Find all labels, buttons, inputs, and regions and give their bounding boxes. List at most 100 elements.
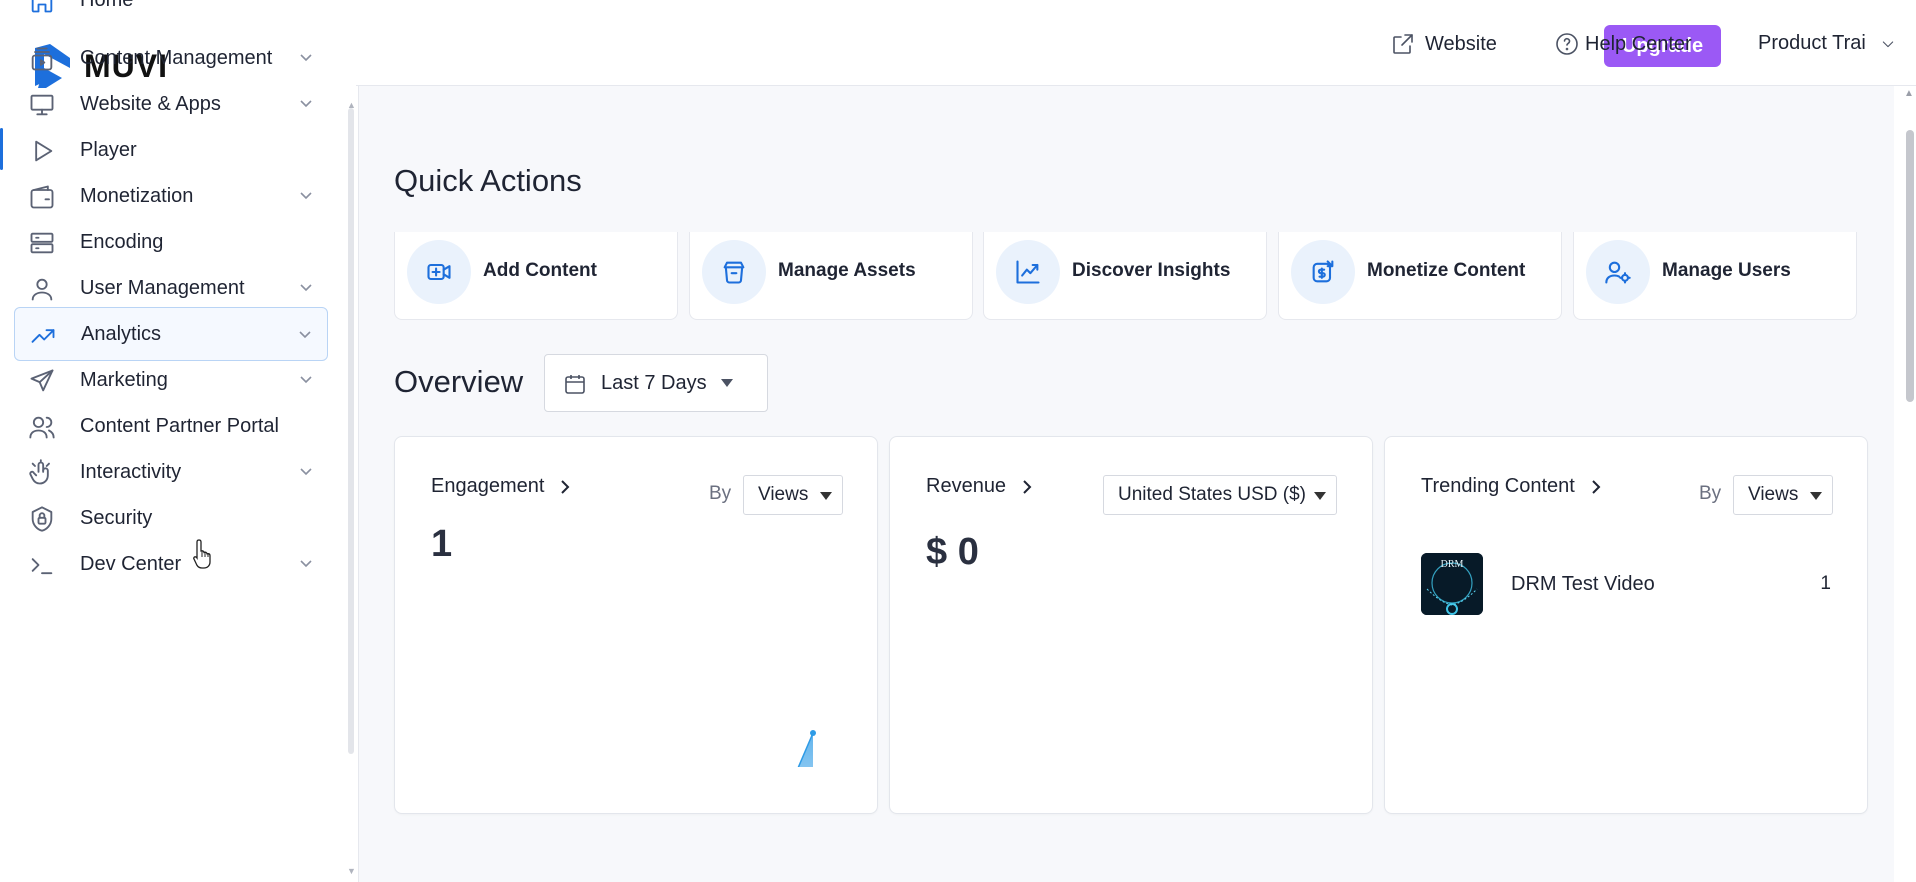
sidebar-item-user-management[interactable]: User Management: [14, 261, 328, 315]
sidebar-scrollbar[interactable]: [348, 108, 354, 754]
touch-icon: [28, 459, 56, 487]
caret-down-icon: [1810, 492, 1822, 500]
engagement-chart: [797, 730, 816, 767]
caret-down-icon: [820, 492, 832, 500]
sidebar-scroll-up[interactable]: ▲: [347, 100, 356, 110]
sidebar-divider: [358, 86, 359, 882]
main-scrollbar-thumb[interactable]: [1906, 130, 1914, 402]
sidebar-item-label: Security: [80, 506, 153, 529]
quick-actions-title: Quick Actions: [394, 163, 582, 198]
home-icon: [28, 0, 56, 15]
trending-item-value: 1: [1820, 573, 1831, 594]
account-menu[interactable]: Product Trai: [1758, 32, 1896, 55]
server-icon: [28, 229, 56, 257]
quick-action-label: Monetize Content: [1367, 260, 1526, 281]
help-center-link[interactable]: Help Center: [1555, 32, 1692, 56]
sidebar-item-home[interactable]: Home: [14, 0, 328, 27]
chart-up-icon: [996, 240, 1060, 304]
terminal-icon: [28, 551, 56, 579]
trending-metric-value: Views: [1748, 484, 1799, 505]
box-icon: [702, 240, 766, 304]
sidebar-scroll-down[interactable]: ▼: [347, 866, 356, 876]
quick-action-monetize-content[interactable]: Monetize Content: [1278, 232, 1562, 320]
engagement-title-link[interactable]: Engagement: [431, 475, 572, 498]
quick-action-manage-users[interactable]: Manage Users: [1573, 232, 1857, 320]
sidebar-item-dev-center[interactable]: Dev Center: [14, 537, 328, 591]
user-settings-icon: [1586, 240, 1650, 304]
chevron-down-icon: [298, 95, 314, 111]
quick-action-add-content[interactable]: Add Content: [394, 232, 678, 320]
chevron-down-icon: [298, 371, 314, 387]
engagement-metric-select[interactable]: Views: [743, 475, 843, 515]
logo[interactable]: MUVI: [32, 42, 168, 90]
revenue-card: Revenue United States USD ($) $ 0: [889, 436, 1373, 814]
trending-metric-select[interactable]: Views: [1733, 475, 1833, 515]
date-range-dropdown[interactable]: Last 7 Days: [544, 354, 768, 412]
sidebar-item-label: Website & Apps: [80, 92, 221, 115]
help-center-label: Help Center: [1585, 32, 1692, 55]
sidebar-item-content-partner-portal[interactable]: Content Partner Portal: [14, 399, 328, 453]
sidebar-item-label: Analytics: [81, 322, 162, 345]
quick-action-label: Add Content: [483, 260, 597, 281]
revenue-value: $ 0: [926, 531, 979, 573]
sidebar-item-label: Content Partner Portal: [80, 414, 279, 437]
overview-title: Overview: [394, 364, 524, 399]
lock-shield-icon: [28, 505, 56, 533]
trending-by-label: By: [1699, 483, 1722, 504]
sidebar-item-label: Interactivity: [80, 460, 182, 483]
trending-title-link[interactable]: Trending Content: [1421, 475, 1603, 498]
sidebar-item-player[interactable]: Player: [14, 123, 328, 177]
quick-action-label: Manage Users: [1662, 260, 1791, 281]
chevron-down-icon: [1882, 40, 1894, 47]
engagement-metric-value: Views: [758, 484, 809, 505]
quick-action-discover-insights[interactable]: Discover Insights: [983, 232, 1267, 320]
main-scroll-up[interactable]: ▲: [1904, 88, 1914, 99]
revenue-chart: [890, 577, 1374, 767]
sidebar-item-encoding[interactable]: Encoding: [14, 215, 328, 269]
website-link[interactable]: Website: [1391, 32, 1497, 56]
external-link-icon: [1393, 34, 1413, 54]
monitor-icon: [28, 91, 56, 119]
sidebar-item-analytics[interactable]: Analytics: [14, 307, 328, 361]
drm-thumbnail-image: DRM: [1421, 553, 1483, 615]
chart-point: [810, 730, 816, 736]
engagement-title: Engagement: [431, 475, 545, 497]
play-icon: [28, 137, 56, 165]
sidebar-item-interactivity[interactable]: Interactivity: [14, 445, 328, 499]
sidebar-item-website-apps[interactable]: Website & Apps: [14, 77, 328, 131]
trending-content-card: Trending Content By Views DRM DRM Test V…: [1384, 436, 1868, 814]
account-name: Product Trai: [1758, 32, 1866, 54]
chevron-right-icon: [561, 479, 570, 494]
sidebar-item-label: User Management: [80, 276, 245, 299]
chevron-right-icon: [1592, 479, 1601, 494]
trending-item-name: DRM Test Video: [1511, 573, 1655, 595]
caret-down-icon: [1314, 492, 1326, 500]
engagement-by-label: By: [709, 483, 732, 504]
quick-action-label: Discover Insights: [1072, 260, 1231, 281]
sidebar-item-label: Monetization: [80, 184, 194, 207]
content-icon: [28, 45, 56, 73]
chevron-down-icon: [298, 49, 314, 65]
trending-title: Trending Content: [1421, 475, 1575, 497]
currency-select[interactable]: United States USD ($): [1103, 475, 1337, 515]
topbar: Upgrade Website Help Center Product Trai: [356, 0, 1916, 86]
sidebar-item-label: Dev Center: [80, 552, 182, 575]
sidebar-item-label: Encoding: [80, 230, 164, 253]
sidebar-item-content-management[interactable]: Content Management: [14, 31, 328, 85]
help-circle-icon: [1556, 33, 1578, 55]
sidebar-item-label: Marketing: [80, 368, 168, 391]
sidebar-item-marketing[interactable]: Marketing: [14, 353, 328, 407]
sidebar-item-monetization[interactable]: Monetization: [14, 169, 328, 223]
revenue-title-link[interactable]: Revenue: [926, 475, 1034, 498]
chevron-right-icon: [1023, 479, 1032, 494]
sidebar-item-security[interactable]: Security: [14, 491, 328, 545]
chevron-down-icon: [297, 326, 313, 342]
upgrade-button[interactable]: Upgrade: [1604, 25, 1721, 67]
quick-action-manage-assets[interactable]: Manage Assets: [689, 232, 973, 320]
sidebar-item-label: Content Management: [80, 46, 273, 69]
add-video-icon: [407, 240, 471, 304]
sidebar-item-label: Player: [80, 138, 137, 161]
engagement-value: 1: [431, 523, 453, 565]
chevron-down-icon: [298, 187, 314, 203]
date-range-label: Last 7 Days: [601, 372, 707, 394]
